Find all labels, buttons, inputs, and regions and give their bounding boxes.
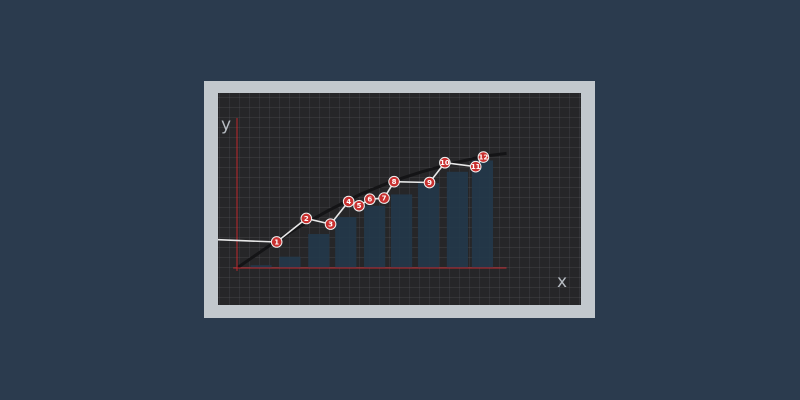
bar-3 [308,234,330,268]
data-point-9: 9 [423,176,436,189]
data-point-label: 4 [346,198,351,206]
bar-4 [335,217,357,268]
data-point-label: 6 [367,196,372,204]
bar-5 [364,205,386,268]
data-point-marker [423,176,436,189]
data-point-11: 11 [469,160,482,173]
data-point-marker [364,193,376,206]
data-point-label: 11 [471,163,481,171]
data-point-1: 1 [270,236,283,248]
data-point-12: 12 [477,151,490,163]
data-point-label: 10 [440,159,450,167]
bar-8 [446,171,468,268]
data-point-marker [469,160,482,173]
data-point-marker [477,151,490,163]
data-point-2: 2 [300,212,313,225]
data-point-marker [270,236,283,248]
data-point-label: 3 [328,221,333,229]
bars [250,160,494,268]
chart-frame: 1 2 3 4 5 6 7 8 9 10 11 12 y x [204,81,595,318]
data-point-marker [353,199,365,212]
data-point-marker [342,195,355,208]
data-point-7: 7 [378,192,390,204]
data-point-label: 2 [304,215,309,223]
bar-6 [391,194,413,268]
bar-1 [250,265,272,268]
data-point-label: 12 [479,154,489,162]
data-point-3: 3 [324,218,337,230]
data-point-10: 10 [439,156,451,169]
data-point-8: 8 [388,175,400,188]
x-axis-label: x [557,272,567,292]
data-point-label: 8 [392,178,397,186]
data-point-label: 1 [274,238,279,246]
data-point-4: 4 [342,195,355,208]
bar-2 [279,256,301,268]
bar-7 [417,183,440,268]
data-point-5: 5 [353,199,365,212]
bar-9 [471,160,494,268]
data-point-label: 5 [357,202,362,210]
data-point-marker [378,192,390,204]
data-point-6: 6 [364,193,376,206]
data-point-marker [324,218,337,230]
data-point-marker [388,175,400,188]
data-point-marker [439,156,451,169]
data-point-marker [300,212,313,225]
data-point-label: 9 [427,179,432,187]
y-axis-label: y [221,115,231,135]
data-point-label: 7 [382,195,387,203]
